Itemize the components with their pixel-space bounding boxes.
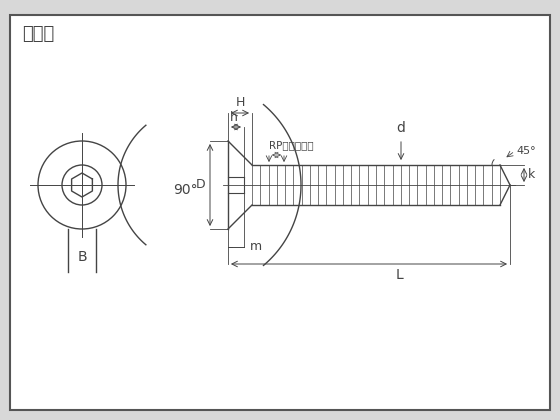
Text: k: k — [528, 168, 535, 181]
Text: d: d — [396, 121, 405, 135]
FancyBboxPatch shape — [10, 15, 550, 410]
Text: D: D — [195, 178, 205, 192]
Text: 寸法図: 寸法図 — [22, 25, 54, 43]
Text: 90°: 90° — [172, 183, 197, 197]
Text: m: m — [250, 241, 262, 254]
Text: H: H — [235, 96, 245, 109]
Text: B: B — [77, 250, 87, 264]
Text: L: L — [395, 268, 403, 282]
Text: 45°: 45° — [516, 146, 535, 156]
Text: h: h — [230, 111, 238, 124]
Text: RP（ねじ径）: RP（ねじ径） — [269, 140, 314, 150]
